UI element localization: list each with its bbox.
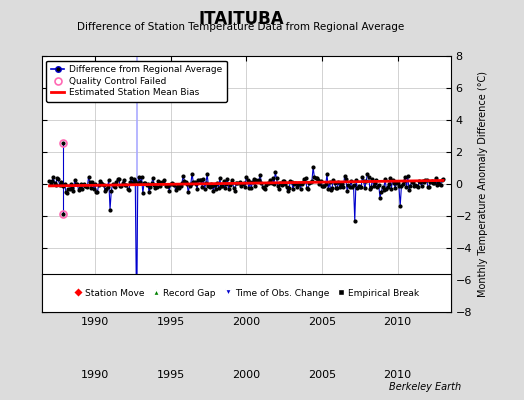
Text: Difference of Station Temperature Data from Regional Average: Difference of Station Temperature Data f… — [78, 22, 405, 32]
Y-axis label: Monthly Temperature Anomaly Difference (°C): Monthly Temperature Anomaly Difference (… — [477, 71, 487, 297]
Text: Berkeley Earth: Berkeley Earth — [389, 382, 461, 392]
Legend: Difference from Regional Average, Quality Control Failed, Estimated Station Mean: Difference from Regional Average, Qualit… — [47, 60, 227, 102]
Text: ITAITUBA: ITAITUBA — [198, 10, 284, 28]
Legend: Station Move, Record Gap, Time of Obs. Change, Empirical Break: Station Move, Record Gap, Time of Obs. C… — [70, 285, 423, 301]
